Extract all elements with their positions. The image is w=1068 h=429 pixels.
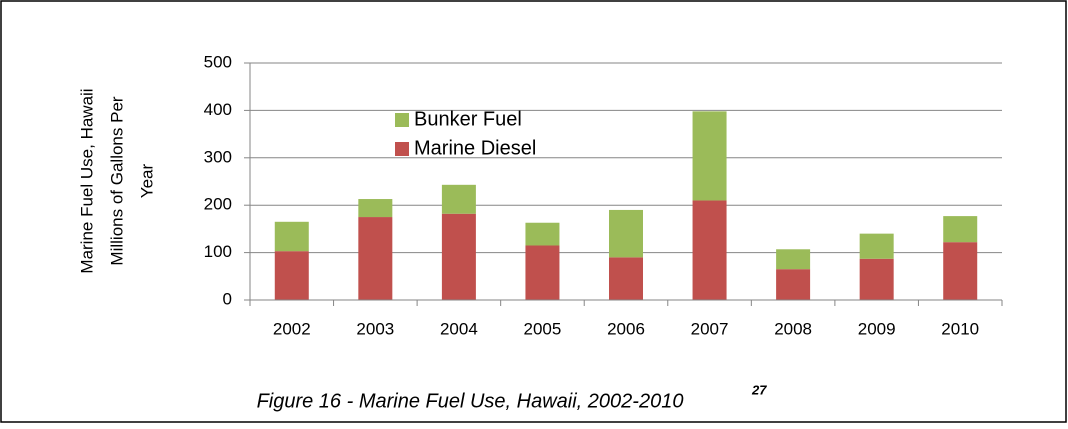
y-axis-label: Millions of Gallons Per xyxy=(107,96,126,265)
x-tick-label: 2006 xyxy=(607,319,645,338)
bar xyxy=(609,257,643,300)
x-tick-label: 2008 xyxy=(774,319,812,338)
y-axis-label: Year xyxy=(137,163,156,198)
bar xyxy=(692,111,727,201)
bar xyxy=(859,258,894,300)
bar xyxy=(358,199,393,218)
legend-swatch xyxy=(395,142,409,156)
y-tick-label: 400 xyxy=(204,100,232,119)
x-tick-label: 2004 xyxy=(440,319,478,338)
y-tick-label: 500 xyxy=(204,52,232,71)
bar xyxy=(609,209,643,258)
bar xyxy=(525,245,560,300)
legend-label: Bunker Fuel xyxy=(414,108,522,130)
bar xyxy=(943,216,978,243)
bar xyxy=(358,217,393,300)
x-tick-label: 2007 xyxy=(691,319,729,338)
x-tick-label: 2009 xyxy=(858,319,896,338)
y-tick-label: 200 xyxy=(204,195,232,214)
bar xyxy=(441,213,476,300)
x-tick-label: 2002 xyxy=(273,319,311,338)
x-tick-label: 2010 xyxy=(941,319,979,338)
y-axis-label: Marine Fuel Use, Hawaii xyxy=(77,88,96,273)
bar xyxy=(943,242,978,300)
x-tick-label: 2005 xyxy=(524,319,562,338)
bar xyxy=(274,251,309,300)
y-tick-label: 0 xyxy=(223,289,232,308)
y-tick-label: 300 xyxy=(204,147,232,166)
bar xyxy=(525,222,560,246)
bar xyxy=(692,200,727,300)
x-tick-label: 2003 xyxy=(356,319,394,338)
y-tick-label: 100 xyxy=(204,242,232,261)
legend-swatch xyxy=(395,113,409,127)
bar xyxy=(274,221,309,252)
caption-note: 27 xyxy=(751,382,767,397)
bar xyxy=(441,184,476,214)
legend-label: Marine Diesel xyxy=(414,137,536,159)
bar xyxy=(776,269,811,300)
bar xyxy=(859,233,894,259)
bar xyxy=(776,249,811,270)
caption: Figure 16 - Marine Fuel Use, Hawaii, 200… xyxy=(257,390,684,412)
